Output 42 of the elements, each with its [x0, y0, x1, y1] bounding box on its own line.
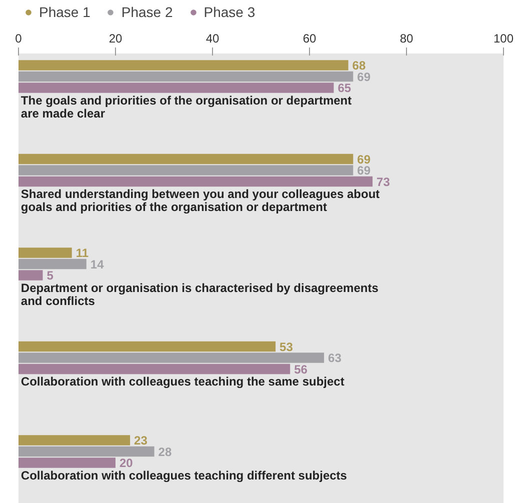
bar [18, 364, 290, 374]
data-label: 53 [280, 340, 294, 354]
y-tick-label: Shared understanding between you and your colleagues about goals and priorities of the organisation or department [20, 187, 380, 214]
data-label: 20 [120, 456, 134, 470]
bar [18, 270, 43, 280]
y-tick-label: Collaboration with colleagues teaching the same subject [20, 374, 344, 389]
bar [18, 258, 86, 270]
x-tick-label: 80 [400, 32, 414, 46]
legend-label: Phase 1 [39, 4, 90, 20]
data-label: 11 [76, 246, 89, 260]
bar [18, 154, 354, 164]
bar [18, 352, 324, 363]
bar [18, 435, 130, 446]
data-label: 69 [357, 152, 371, 166]
x-tick-label: 0 [15, 32, 22, 46]
bar [18, 248, 72, 258]
y-tick-label: Collaboration with colleagues teaching different subjects [20, 468, 348, 482]
legend-label: Phase 2 [121, 4, 173, 20]
data-label: 73 [376, 174, 390, 189]
bar [18, 446, 154, 457]
data-label: 5 [46, 268, 54, 283]
x-tick-label: 60 [302, 32, 316, 46]
bar [18, 165, 354, 176]
bar [18, 341, 276, 352]
bar [18, 82, 334, 93]
data-label: 14 [90, 257, 104, 272]
data-label: 28 [158, 444, 172, 459]
data-label: 69 [357, 164, 371, 178]
x-tick-label: 20 [108, 32, 122, 46]
data-label: 56 [294, 362, 308, 376]
y-tick-label: The goals and priorities of the organisation or department are made clear [20, 93, 352, 120]
bar [18, 60, 348, 70]
x-tick-label: 40 [206, 32, 220, 46]
data-label: 63 [328, 351, 342, 366]
data-label: 23 [134, 434, 148, 448]
bar [18, 458, 116, 468]
legend-label: Phase 3 [204, 4, 256, 20]
bar [18, 176, 373, 187]
bar [18, 71, 354, 82]
x-tick-label: 100 [493, 32, 514, 46]
y-tick-label: Department or organisation is characterised by disagreements and conflicts [20, 280, 379, 308]
data-label: 65 [338, 81, 352, 96]
